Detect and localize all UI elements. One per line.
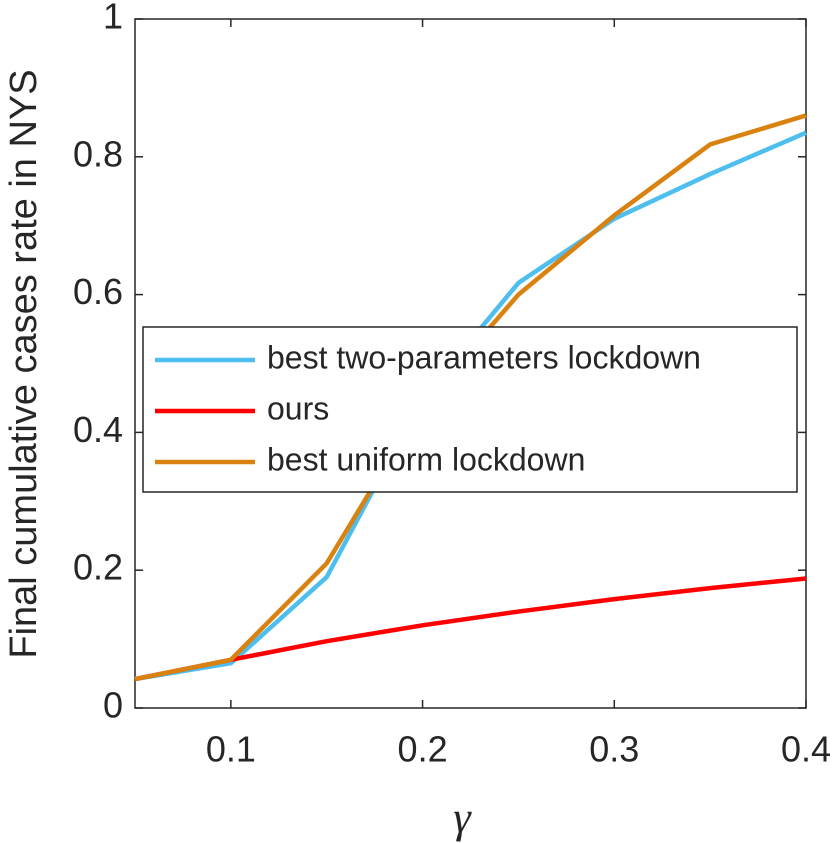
- y-tick-label: 1: [103, 0, 123, 37]
- legend-label: best uniform lockdown: [267, 441, 585, 477]
- axes-box: [134, 18, 807, 709]
- legend-label: ours: [267, 390, 329, 426]
- y-tick-label: 0.4: [73, 409, 123, 450]
- x-tick-label: 0.4: [781, 729, 831, 770]
- x-tick-label: 0.1: [206, 729, 256, 770]
- y-tick-label: 0: [103, 685, 123, 726]
- line: [134, 576, 807, 682]
- legend-label: best two-parameters lockdown: [267, 339, 701, 375]
- y-tick-label: 0.6: [73, 271, 123, 312]
- x-tick-label: 0.3: [589, 729, 639, 770]
- y-axis-label: Final cumulative cases rate in NYS: [3, 69, 45, 658]
- y-tick-label: 0.2: [73, 547, 123, 588]
- x-axis-label: γ: [453, 793, 472, 842]
- x-tick-label: 0.2: [398, 729, 448, 770]
- y-tick-label: 0.8: [73, 133, 123, 174]
